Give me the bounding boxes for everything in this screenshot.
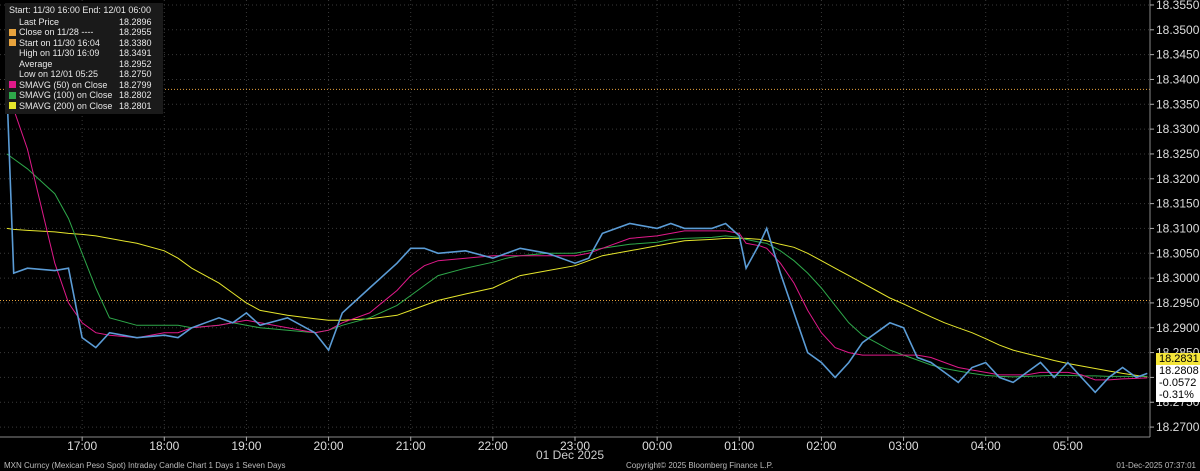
legend-label: SMAVG (50) on Close bbox=[19, 79, 108, 90]
x-tick-label: 19:00 bbox=[231, 439, 261, 453]
series-line-smavg-50 bbox=[6, 99, 1148, 381]
y-tick-label: 18.3250 bbox=[1156, 147, 1200, 161]
y-tick-label: 18.3350 bbox=[1156, 97, 1200, 111]
y-tick-label: 18.3550 bbox=[1156, 0, 1200, 12]
y-tick-label: 18.3050 bbox=[1156, 246, 1200, 260]
legend-swatch bbox=[9, 60, 16, 67]
legend-value: 18.2955 bbox=[119, 27, 152, 37]
legend-value: 18.2799 bbox=[119, 79, 152, 90]
legend-item: Start on 11/30 16:04 18.3380 bbox=[9, 38, 159, 49]
chart-grid bbox=[0, 0, 1150, 437]
legend-swatch bbox=[9, 39, 16, 47]
chart-legend: Start: 11/30 16:00 End: 12/01 06:00 Last… bbox=[5, 3, 163, 114]
y-tick-label: 18.3400 bbox=[1156, 72, 1200, 86]
y-tick-label: 18.2700 bbox=[1156, 420, 1200, 434]
legend-value: 18.2750 bbox=[119, 69, 152, 79]
x-tick-label: 03:00 bbox=[889, 439, 919, 453]
y-tick-label: 18.3100 bbox=[1156, 221, 1200, 235]
legend-swatch bbox=[9, 102, 16, 110]
legend-swatch bbox=[9, 71, 16, 78]
current-price-tag: 18.2808 bbox=[1156, 365, 1200, 378]
legend-value: 18.2801 bbox=[119, 100, 152, 111]
legend-item: Average 18.2952 bbox=[9, 59, 159, 70]
footer-center: Copyright© 2025 Bloomberg Finance L.P. bbox=[626, 461, 774, 470]
legend-label: Low on 12/01 05:25 bbox=[19, 69, 99, 79]
legend-value: 18.2896 bbox=[119, 16, 152, 27]
y-tick-label: 18.3450 bbox=[1156, 48, 1200, 62]
legend-swatch bbox=[9, 28, 16, 36]
date-label: 01 Dec 2025 bbox=[535, 448, 605, 462]
legend-value: 18.3491 bbox=[119, 48, 152, 58]
legend-swatch bbox=[9, 18, 16, 25]
x-axis: 17:00 18:00 19:00 20:00 21:00 22:00 23:00 00:00… bbox=[0, 436, 1150, 453]
change-tag: -0.0572 bbox=[1156, 377, 1200, 390]
legend-value: 18.2802 bbox=[119, 90, 152, 100]
legend-item: Low on 12/01 05:25 18.2750 bbox=[9, 69, 159, 80]
legend-label: Close on 11/28 ---- bbox=[19, 27, 94, 37]
series-line-last-price bbox=[6, 86, 1148, 394]
legend-item: Last Price 18.2896 bbox=[9, 17, 159, 28]
x-tick-label: 18:00 bbox=[149, 439, 179, 453]
x-tick-label: 04:00 bbox=[971, 439, 1001, 453]
series-lines bbox=[6, 86, 1148, 394]
legend-swatch bbox=[9, 81, 16, 89]
y-tick-label: 18.2900 bbox=[1156, 321, 1200, 335]
legend-item: SMAVG (200) on Close 18.2801 bbox=[9, 101, 159, 112]
legend-header: Start: 11/30 16:00 End: 12/01 06:00 bbox=[9, 5, 151, 15]
y-tick-label: 18.3200 bbox=[1156, 172, 1200, 186]
y-tick-label: 18.3150 bbox=[1156, 197, 1200, 211]
last-price-tag: 18.2831 bbox=[1156, 353, 1200, 366]
legend-label: Last Price bbox=[19, 16, 60, 27]
legend-label: Start on 11/30 16:04 bbox=[19, 37, 100, 48]
legend-item: SMAVG (50) on Close 18.2799 bbox=[9, 80, 159, 91]
x-tick-label: 02:00 bbox=[806, 439, 836, 453]
legend-value: 18.2952 bbox=[119, 58, 152, 69]
x-tick-label: 23:00 bbox=[560, 439, 590, 453]
footer-left: MXN Curncy (Mexican Peso Spot) Intraday … bbox=[4, 461, 286, 470]
x-tick-label: 05:00 bbox=[1053, 439, 1083, 453]
x-tick-label: 22:00 bbox=[478, 439, 508, 453]
x-tick-label: 00:00 bbox=[642, 439, 672, 453]
x-tick-label: 01:00 bbox=[724, 439, 754, 453]
legend-label: Average bbox=[19, 58, 53, 69]
y-tick-label: 18.3300 bbox=[1156, 122, 1200, 136]
series-line-smavg-200 bbox=[6, 227, 1148, 378]
pct-change-tag: -0.31% bbox=[1156, 389, 1200, 402]
y-tick-label: 18.3500 bbox=[1156, 23, 1200, 37]
legend-label: SMAVG (200) on Close bbox=[19, 100, 113, 111]
legend-item: Close on 11/28 ---- 18.2955 bbox=[9, 27, 159, 38]
x-tick-label: 20:00 bbox=[314, 439, 344, 453]
legend-value: 18.3380 bbox=[119, 37, 152, 48]
legend-label: SMAVG (100) on Close bbox=[19, 90, 113, 100]
footer-right: 01-Dec-2025 07:37:01 bbox=[1116, 461, 1196, 470]
x-tick-label: 17:00 bbox=[67, 439, 97, 453]
legend-swatch bbox=[9, 50, 16, 57]
y-tick-label: 18.2950 bbox=[1156, 296, 1200, 310]
legend-label: High on 11/30 16:09 bbox=[19, 48, 100, 58]
legend-item: SMAVG (100) on Close 18.2802 bbox=[9, 90, 159, 101]
legend-swatch bbox=[9, 91, 16, 99]
y-tick-label: 18.3000 bbox=[1156, 271, 1200, 285]
x-tick-label: 21:00 bbox=[396, 439, 426, 453]
legend-item: High on 11/30 16:09 18.3491 bbox=[9, 48, 159, 59]
